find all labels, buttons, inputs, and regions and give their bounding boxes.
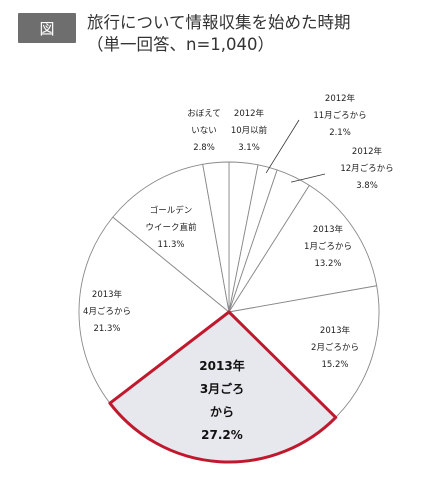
slice-label: 2013年 2月ごろから 15.2%: [311, 325, 359, 370]
slice-label: 2013年 3月ごろから 27.2%: [199, 358, 244, 442]
chart-title: 旅行について情報収集を始めた時期: [87, 13, 351, 32]
slice-label: ゴールデンウイーク直前 11.3%: [145, 205, 197, 250]
chart-subtitle: （単一回答、n=1,040）: [87, 35, 275, 54]
slice-label: 2012年 11月ごろから 2.1%: [313, 93, 366, 138]
pie-slice: [202, 161, 230, 313]
pie-slice: [228, 285, 380, 419]
leader-line: [291, 173, 326, 183]
pie-slice: [228, 184, 378, 313]
pie-slice: [78, 216, 230, 404]
slice-label: 2012年 10月以前 3.1%: [231, 108, 268, 153]
leader-line: [265, 119, 300, 174]
highlight-outline: [108, 310, 338, 464]
slice-label: 2013年 1月ごろから 13.2%: [304, 224, 352, 269]
slice-label: 2012年 12月ごろから 3.8%: [340, 146, 393, 191]
slice-label: おぼえていない 2.8%: [187, 109, 221, 153]
pie-slice: [112, 163, 230, 314]
figure-badge: 図: [18, 13, 76, 43]
slice-label: 2013年 4月ごろから 21.3%: [83, 289, 131, 334]
